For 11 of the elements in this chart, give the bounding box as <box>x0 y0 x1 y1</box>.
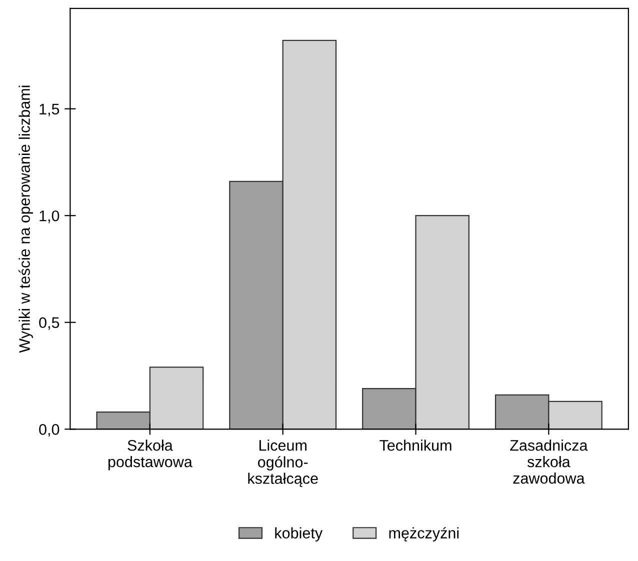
x-tick-label: Szkoła podstawowa <box>108 440 192 470</box>
y-tick-label: 1,0 <box>40 210 60 224</box>
y-axis-title: Wyniki w teście na operowanie liczbami <box>18 86 33 353</box>
y-tick-label: 0,5 <box>39 317 60 330</box>
x-tick-label: Zasadnicza szkoła zawodowa <box>510 440 588 484</box>
x-tick-label: Technikum <box>380 440 452 451</box>
x-tick-label: Liceum ogólno- kształcące <box>248 440 318 487</box>
legend-label: mężczyźni <box>389 527 459 542</box>
legend-label: kobiety <box>275 527 323 542</box>
y-tick-label: 1,5 <box>40 104 60 116</box>
y-tick-label: 0,0 <box>39 424 60 437</box>
